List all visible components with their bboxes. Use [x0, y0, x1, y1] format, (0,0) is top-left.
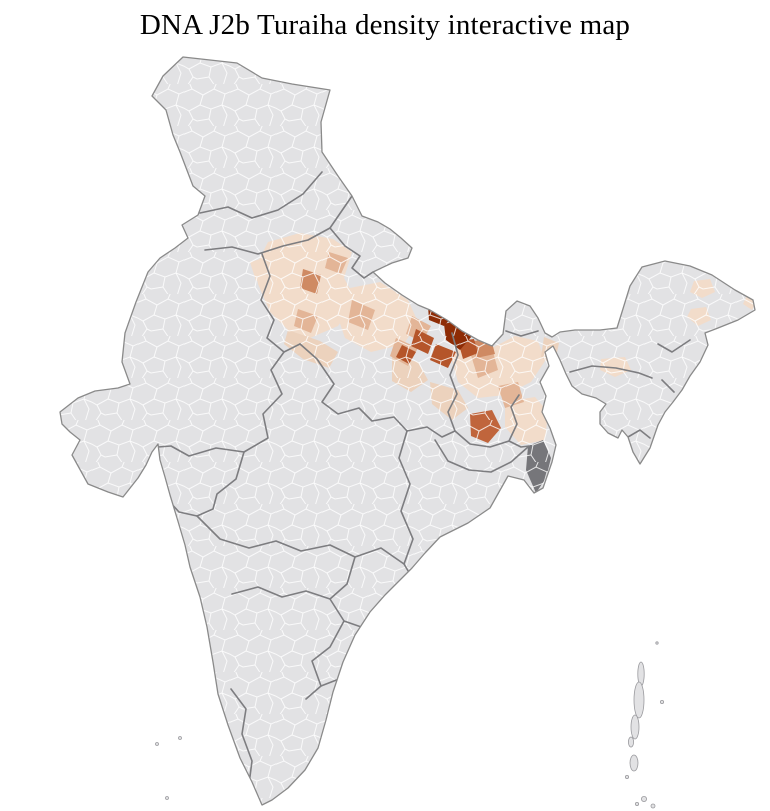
page-title: DNA J2b Turaiha density interactive map	[139, 9, 631, 41]
lakshadweep-islands[interactable]	[155, 736, 182, 800]
andaman-nicobar-islands[interactable]	[625, 641, 665, 809]
